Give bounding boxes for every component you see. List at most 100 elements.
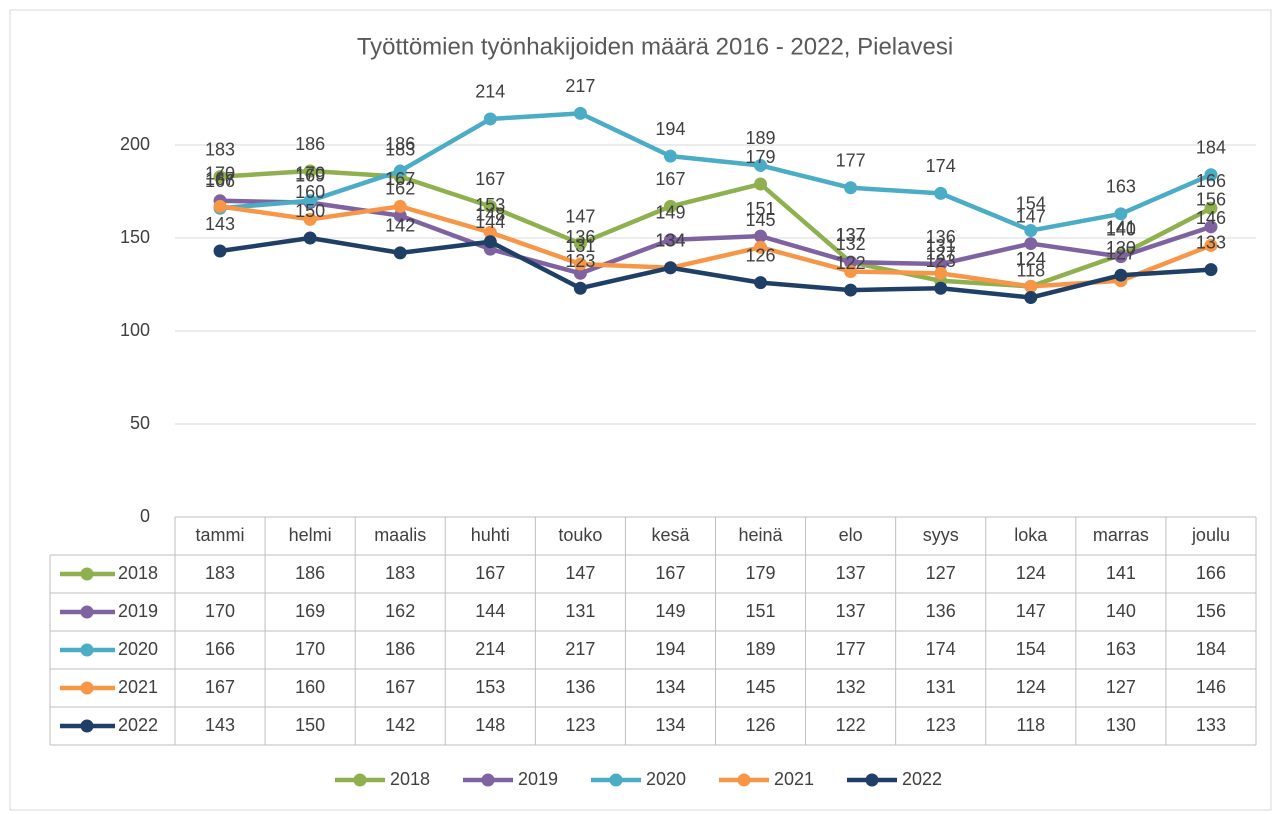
data-point [303, 231, 317, 245]
data-label: 179 [746, 147, 776, 167]
table-cell: 170 [295, 639, 325, 659]
table-cell: 167 [385, 677, 415, 697]
table-cell: 189 [746, 639, 776, 659]
data-label: 167 [655, 169, 685, 189]
data-point [754, 177, 768, 191]
table-cell: 156 [1196, 601, 1226, 621]
data-point [393, 199, 407, 213]
table-row-label: 2020 [118, 639, 158, 659]
legend-key [865, 773, 879, 787]
data-point [663, 149, 677, 163]
legend-label: 2020 [646, 769, 686, 789]
table-cell: 160 [295, 677, 325, 697]
data-point [934, 266, 948, 280]
legend-key [353, 773, 367, 787]
x-tick-label: helmi [289, 525, 332, 545]
table-cell: 151 [746, 601, 776, 621]
data-point [754, 276, 768, 290]
table-cell: 131 [926, 677, 956, 697]
table-cell: 133 [1196, 715, 1226, 735]
series-line [219, 198, 1212, 276]
table-cell: 166 [205, 639, 235, 659]
data-label: 126 [746, 245, 776, 265]
table-cell: 163 [1106, 639, 1136, 659]
table-cell: 186 [385, 639, 415, 659]
x-tick-label: loka [1014, 525, 1048, 545]
x-tick-label: heinä [739, 525, 784, 545]
data-label: 137 [836, 225, 866, 245]
series-line [219, 235, 1212, 300]
data-label: 124 [1016, 249, 1046, 269]
data-point [934, 186, 948, 200]
data-label: 166 [1196, 171, 1226, 191]
data-label: 147 [565, 206, 595, 226]
data-point [1204, 168, 1218, 182]
x-tick-label: marras [1093, 525, 1149, 545]
data-label: 127 [1106, 244, 1136, 264]
table-cell: 131 [565, 601, 595, 621]
table-cell: 194 [655, 639, 685, 659]
table-cell: 169 [295, 601, 325, 621]
table-cell: 183 [385, 563, 415, 583]
data-point [1024, 291, 1038, 305]
table-cell: 137 [836, 563, 866, 583]
data-label: 142 [385, 216, 415, 236]
data-point [844, 283, 858, 297]
data-label: 183 [205, 139, 235, 159]
data-point [844, 255, 858, 269]
data-label: 186 [385, 134, 415, 154]
data-label: 127 [926, 244, 956, 264]
data-label: 184 [1196, 138, 1226, 158]
series-line [219, 204, 1212, 289]
data-point [1024, 224, 1038, 238]
table-cell: 136 [926, 601, 956, 621]
table-cell: 183 [205, 563, 235, 583]
data-label: 214 [475, 82, 505, 102]
y-tick-label: 150 [120, 227, 150, 247]
data-point [213, 199, 227, 213]
table-cell: 127 [1106, 677, 1136, 697]
table-cell: 124 [1016, 563, 1046, 583]
data-label: 123 [926, 251, 956, 271]
data-label: 167 [205, 169, 235, 189]
data-point [483, 225, 497, 239]
table-legend-key [80, 567, 94, 581]
table-row-label: 2018 [118, 563, 158, 583]
x-tick-label: huhti [471, 525, 510, 545]
y-tick-label: 50 [130, 413, 150, 433]
table-cell: 130 [1106, 715, 1136, 735]
table-cell: 184 [1196, 639, 1226, 659]
table-cell: 153 [475, 677, 505, 697]
data-point [1204, 220, 1218, 234]
table-cell: 177 [836, 639, 866, 659]
data-label: 136 [926, 227, 956, 247]
table-cell: 146 [1196, 677, 1226, 697]
data-point [1204, 263, 1218, 277]
table-legend-key [80, 643, 94, 657]
data-label: 177 [836, 151, 866, 171]
data-point [213, 244, 227, 258]
data-label: 162 [385, 178, 415, 198]
data-point [934, 281, 948, 295]
table-cell: 167 [655, 563, 685, 583]
data-label: 160 [295, 182, 325, 202]
legend-label: 2019 [518, 769, 558, 789]
data-point [303, 194, 317, 208]
data-label: 123 [565, 251, 595, 271]
legend-key [737, 773, 751, 787]
table-cell: 134 [655, 715, 685, 735]
data-label: 143 [205, 214, 235, 234]
data-label: 163 [1106, 177, 1136, 197]
table-cell: 148 [475, 715, 505, 735]
table-cell: 134 [655, 677, 685, 697]
y-tick-label: 100 [120, 320, 150, 340]
y-tick-label: 200 [120, 134, 150, 154]
data-point [844, 264, 858, 278]
x-tick-label: tammi [196, 525, 245, 545]
table-cell: 147 [1016, 601, 1046, 621]
data-label: 144 [475, 212, 505, 232]
data-point [754, 229, 768, 243]
x-tick-label: syys [923, 525, 959, 545]
table-cell: 124 [1016, 677, 1046, 697]
